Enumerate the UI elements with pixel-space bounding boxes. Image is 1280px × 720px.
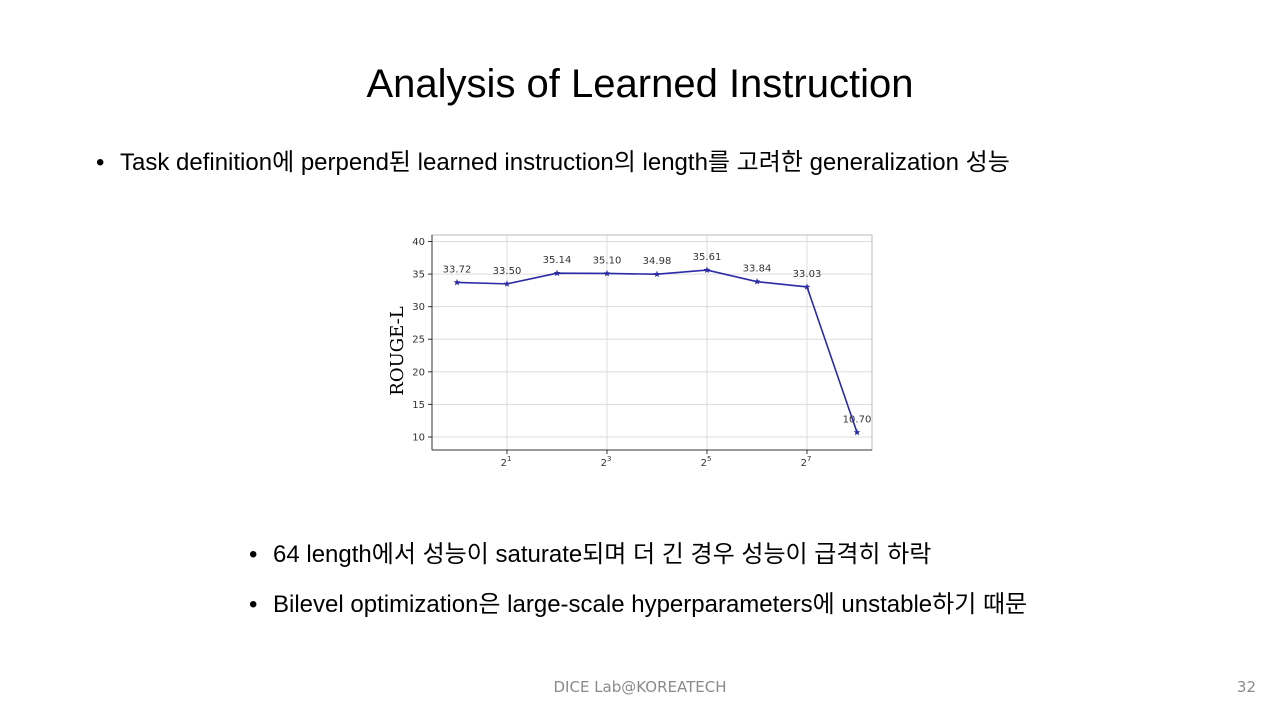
page-number: 32	[1236, 678, 1256, 696]
data-point-marker	[703, 266, 711, 274]
bullet-text: Bilevel optimization은 large-scale hyperp…	[273, 591, 1028, 618]
data-labels: 33.72 33.50 35.14 35.10 34.98 35.61 33.84 33.03…	[443, 252, 872, 425]
data-point-label: 33.84	[743, 264, 772, 275]
bullet-glyph: •	[249, 541, 258, 568]
bullet-glyph: •	[249, 591, 258, 618]
data-point-label: 35.10	[593, 255, 622, 266]
x-tick-label: 27	[801, 455, 812, 469]
data-point-label: 33.72	[443, 264, 472, 275]
data-point-label: 33.50	[493, 266, 522, 277]
series-markers	[453, 266, 861, 436]
y-tick-label: 15	[412, 400, 425, 411]
y-tick-label: 35	[412, 270, 425, 281]
x-tick-label: 23	[601, 455, 612, 469]
y-ticks: 10 15 20 25 30 35 40	[412, 237, 432, 443]
bullet-item-3: • Bilevel optimization은 large-scale hyper…	[249, 589, 1027, 621]
series-line	[456, 269, 858, 433]
data-point-marker	[553, 269, 561, 277]
data-point-marker	[453, 278, 461, 286]
data-point-marker	[803, 283, 811, 290]
bullet-item-1: • Task definition에 perpend된 learned instr…	[96, 147, 1010, 179]
y-tick-label: 10	[412, 432, 425, 443]
data-point-marker	[653, 270, 661, 278]
x-tick-label: 25	[701, 455, 712, 469]
x-tick-label: 21	[501, 455, 512, 469]
data-point-label: 35.61	[693, 252, 722, 263]
data-point-label: 34.98	[643, 256, 672, 267]
bullet-item-2: • 64 length에서 성능이 saturate되며 더 긴 경우 성능이 급…	[249, 539, 931, 571]
bullet-text: Task definition에 perpend된 learned instru…	[120, 149, 1010, 176]
y-tick-label: 20	[412, 367, 425, 378]
data-point-label: 35.14	[543, 255, 572, 266]
slide-title: Analysis of Learned Instruction	[366, 62, 914, 106]
y-tick-label: 40	[412, 237, 425, 248]
y-tick-label: 25	[412, 335, 425, 346]
data-point-label: 10.70	[843, 414, 872, 425]
x-ticks: 21 23 25 27	[501, 450, 812, 469]
data-point-marker	[853, 428, 861, 436]
footer-text: DICE Lab@KOREATECH	[553, 678, 727, 696]
y-axis-label: ROUGE-L	[387, 306, 408, 395]
bullet-text: 64 length에서 성능이 saturate되며 더 긴 경우 성능이 급격…	[273, 541, 932, 568]
data-point-label: 33.03	[793, 269, 822, 280]
data-point-marker	[753, 278, 761, 285]
data-point-marker	[503, 280, 511, 287]
bullet-glyph: •	[96, 149, 105, 176]
y-tick-label: 30	[412, 302, 425, 313]
data-point-marker	[603, 269, 611, 277]
